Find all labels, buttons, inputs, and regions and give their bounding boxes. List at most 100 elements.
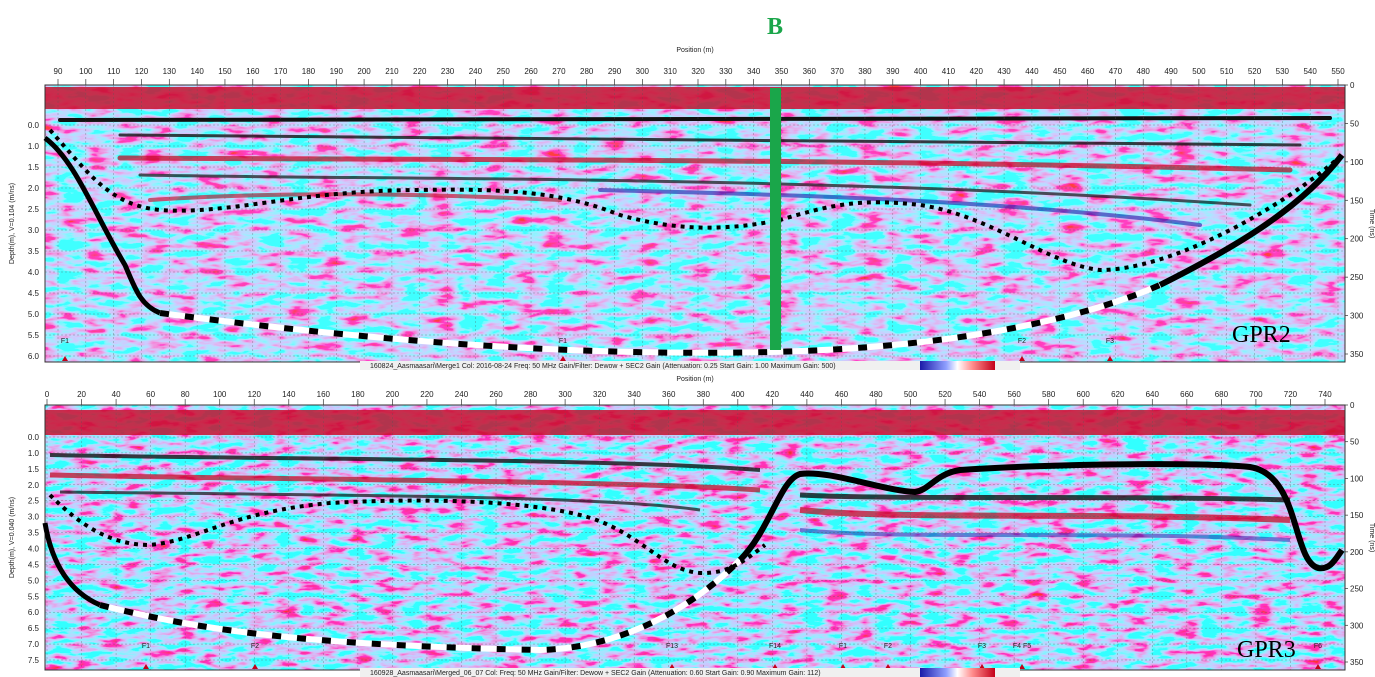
depth-tick-label: 7.5 [28, 656, 40, 665]
colorbar [920, 361, 995, 370]
fault-marker [840, 664, 846, 669]
depth-tick-label: 3.0 [28, 513, 40, 522]
fault-marker [772, 664, 778, 669]
caption-bg [360, 668, 1020, 677]
axes: Position (m) 90 100 110 120 130 140 150 160 170 18… [9, 47, 1375, 677]
radargram-gpr3 [45, 405, 1345, 670]
fault-marker [885, 664, 891, 669]
depth-tick-label: 6.0 [28, 608, 40, 617]
position-tick-label: 280 [580, 67, 594, 76]
depth-tick-label: 5.0 [28, 310, 40, 319]
position-tick-label: 370 [830, 67, 844, 76]
position-tick-label: 520 [1248, 67, 1262, 76]
position-tick-label: 400 [731, 390, 745, 399]
time-tick-label: 250 [1350, 273, 1364, 282]
position-tick-label: 520 [938, 390, 952, 399]
position-tick-label: 20 [77, 390, 86, 399]
position-tick-label: 700 [1249, 390, 1263, 399]
depth-tick-label: 6.5 [28, 624, 40, 633]
position-tick-label: 480 [1137, 67, 1151, 76]
time-axis-label: Time (ns) [1368, 523, 1375, 552]
position-tick-label: 320 [691, 67, 705, 76]
position-tick-label: 120 [248, 390, 262, 399]
position-tick-label: 580 [1042, 390, 1056, 399]
fault-marker [1107, 356, 1113, 361]
caption-bg [360, 361, 1020, 370]
depth-tick-label: 3.5 [28, 247, 40, 256]
depth-axis-label: Depth(m), V=0.104 (m/ns) [9, 183, 16, 264]
position-tick-label: 500 [904, 390, 918, 399]
position-tick-label: 180 [351, 390, 365, 399]
fault-marker-label: F1 [61, 338, 69, 345]
caption: 160928_Aasmaasari\Merged_06_07 Col: Freq… [370, 670, 821, 677]
position-tick-label: 250 [497, 67, 511, 76]
position-tick-label: 470 [1109, 67, 1123, 76]
position-tick-label: 720 [1284, 390, 1298, 399]
position-tick-label: 620 [1111, 390, 1125, 399]
fault-marker [979, 664, 985, 669]
fault-marker [1315, 664, 1321, 669]
reflector-bands [49, 453, 1291, 542]
depth-tick-label: 2.0 [28, 481, 40, 490]
fault-marker-label: F14 [769, 643, 781, 650]
position-tick-label: 410 [942, 67, 956, 76]
position-tick-label: 340 [628, 390, 642, 399]
position-tick-label: 500 [1192, 67, 1206, 76]
caption: 160824_Aasmaasari\Merge1 Col: 2016-08-24… [370, 363, 836, 370]
dotted-reflector [48, 493, 767, 576]
depth-tick-label: 5.5 [28, 331, 40, 340]
time-axis-label: Time (ns) [1368, 209, 1375, 238]
surface-band [45, 410, 1345, 435]
position-title: Position (m) [676, 47, 713, 54]
position-tick-label: 310 [663, 67, 677, 76]
colorbar [920, 668, 995, 677]
position-tick-label: 300 [636, 67, 650, 76]
depth-tick-label: 1.0 [28, 142, 40, 151]
time-tick-label: 50 [1350, 438, 1359, 447]
position-tick-label: 260 [489, 390, 503, 399]
position-tick-label: 460 [1081, 67, 1095, 76]
fault-marker-label: F2 [251, 643, 259, 650]
position-tick-label: 330 [719, 67, 733, 76]
depth-tick-label: 5.0 [28, 576, 40, 585]
fault-marker [1019, 356, 1025, 361]
position-tick-label: 400 [914, 67, 928, 76]
position-tick-label: 450 [1053, 67, 1067, 76]
fault-marker-label: F2 [884, 643, 892, 650]
position-tick-label: 60 [146, 390, 155, 399]
fault-marker-label: F2 [1018, 338, 1026, 345]
position-tick-label: 530 [1276, 67, 1290, 76]
fault-marker [143, 664, 149, 669]
depth-tick-label: 3.0 [28, 226, 40, 235]
dotted-reflector [48, 128, 1344, 273]
position-tick-label: 390 [886, 67, 900, 76]
position-tick-label: 280 [524, 390, 538, 399]
fault-marker [62, 356, 68, 361]
time-tick-label: 350 [1350, 350, 1364, 359]
fault-marker-label: F13 [666, 643, 678, 650]
fault-marker-label: F1 [559, 338, 567, 345]
position-tick-label: 130 [163, 67, 177, 76]
position-tick-label: 320 [593, 390, 607, 399]
time-tick-label: 100 [1350, 158, 1364, 167]
depth-tick-label: 1.5 [28, 465, 40, 474]
time-tick-label: 0 [1350, 401, 1355, 410]
radargram-gpr2 [45, 85, 1345, 362]
position-tick-label: 160 [246, 67, 260, 76]
base-line-solid [43, 135, 162, 316]
position-tick-label: 0 [45, 390, 50, 399]
position-tick-label: 600 [1077, 390, 1091, 399]
time-tick-label: 350 [1350, 658, 1364, 667]
base-line-dashed [99, 557, 743, 654]
time-tick-label: 100 [1350, 474, 1364, 483]
fault-marker [252, 664, 258, 669]
top-line-solid [737, 461, 1345, 572]
position-tick-label: 240 [455, 390, 469, 399]
reflector-bands [58, 116, 1332, 227]
position-tick-label: 90 [54, 67, 63, 76]
position-tick-label: 170 [274, 67, 288, 76]
position-tick-label: 210 [385, 67, 399, 76]
position-tick-label: 340 [747, 67, 761, 76]
depth-tick-label: 4.0 [28, 268, 40, 277]
position-tick-label: 380 [858, 67, 872, 76]
